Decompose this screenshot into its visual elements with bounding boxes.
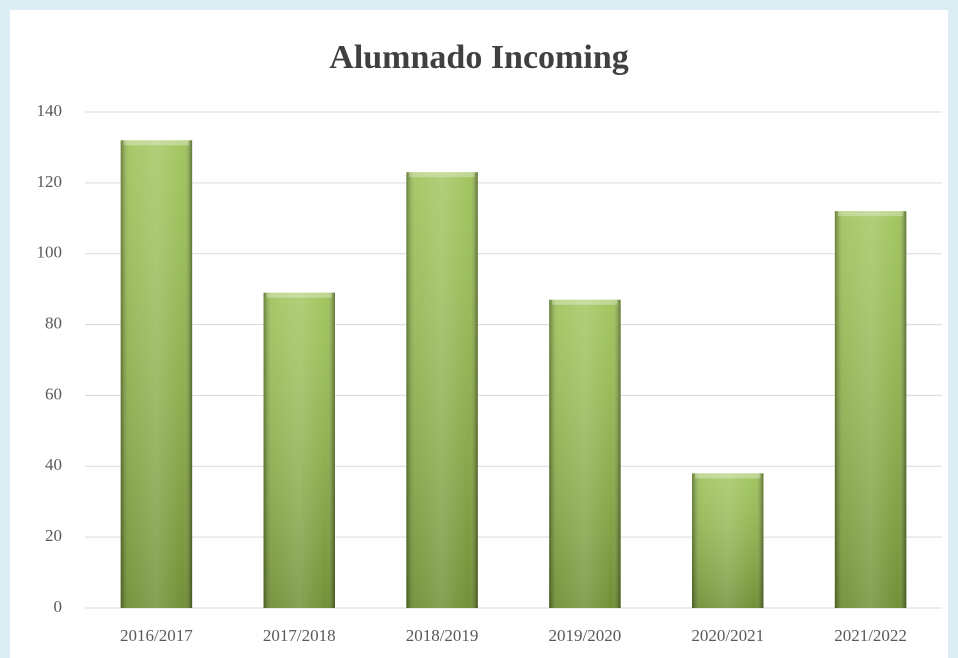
bar-cap: [123, 140, 190, 146]
y-tick-label: 140: [37, 101, 63, 120]
bar-bevel: [834, 211, 907, 608]
x-tick-label: 2019/2020: [549, 626, 622, 645]
bar-cap: [552, 299, 618, 305]
x-tick-label: 2018/2019: [406, 626, 479, 645]
bar-bevel: [692, 473, 764, 608]
y-tick-label: 80: [45, 313, 62, 332]
bar-bevel: [549, 299, 621, 608]
bar-bevel: [406, 172, 478, 608]
bar-bevel: [120, 140, 193, 609]
x-tick-label: 2017/2018: [263, 626, 336, 645]
x-tick-label: 2016/2017: [120, 626, 193, 645]
y-tick-label: 40: [45, 455, 62, 474]
x-tick-label: 2020/2021: [691, 626, 764, 645]
bar-cap: [837, 211, 904, 217]
x-tick-label: 2021/2022: [834, 626, 907, 645]
y-tick-label: 60: [45, 384, 62, 403]
bar-bevel: [263, 292, 335, 608]
bar-cap: [695, 473, 761, 479]
y-tick-label: 120: [37, 172, 63, 191]
y-tick-label: 0: [54, 597, 63, 616]
y-tick-label: 20: [45, 526, 62, 545]
chart-title: Alumnado Incoming: [329, 39, 628, 76]
bar-cap: [266, 292, 332, 298]
y-tick-label: 100: [37, 243, 63, 262]
bar-cap: [409, 172, 475, 178]
